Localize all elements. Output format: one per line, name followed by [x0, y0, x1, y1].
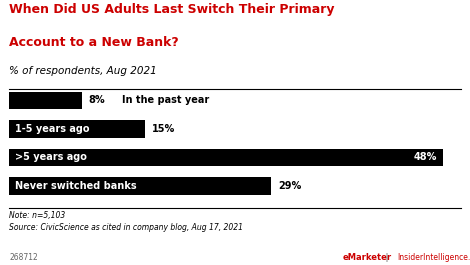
Bar — [9, 148, 443, 166]
Text: >5 years ago: >5 years ago — [15, 152, 86, 162]
Text: In the past year: In the past year — [122, 95, 210, 105]
Text: |: | — [383, 253, 391, 262]
Text: Account to a New Bank?: Account to a New Bank? — [9, 36, 179, 49]
Bar — [9, 92, 82, 109]
Text: Note: n=5,103
Source: CivicScience as cited in company blog, Aug 17, 2021: Note: n=5,103 Source: CivicScience as ci… — [9, 211, 243, 232]
Text: When Did US Adults Last Switch Their Primary: When Did US Adults Last Switch Their Pri… — [9, 3, 335, 16]
Text: InsiderIntelligence.com: InsiderIntelligence.com — [397, 253, 470, 262]
Text: 48%: 48% — [414, 152, 437, 162]
Text: 15%: 15% — [152, 124, 175, 134]
Text: 268712: 268712 — [9, 253, 38, 262]
Text: 8%: 8% — [89, 95, 105, 105]
Bar — [9, 120, 145, 138]
Text: eMarketer: eMarketer — [343, 253, 392, 262]
Text: Never switched banks: Never switched banks — [15, 181, 136, 191]
Text: % of respondents, Aug 2021: % of respondents, Aug 2021 — [9, 66, 157, 76]
Bar — [9, 177, 271, 195]
Text: 1-5 years ago: 1-5 years ago — [15, 124, 89, 134]
Text: 29%: 29% — [278, 181, 302, 191]
